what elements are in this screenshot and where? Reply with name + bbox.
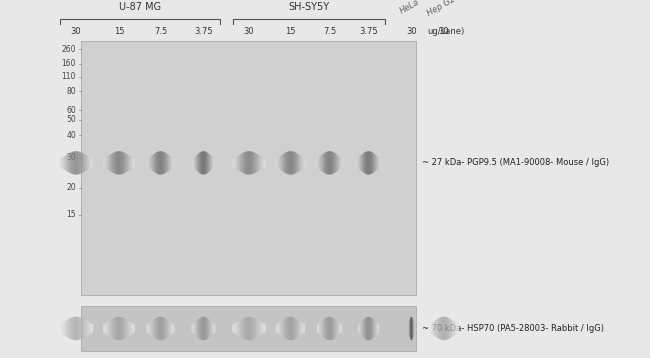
Text: 260: 260 <box>62 45 76 54</box>
Text: 15: 15 <box>114 27 124 36</box>
Text: 60: 60 <box>66 106 76 115</box>
Text: 80: 80 <box>66 87 76 96</box>
Text: 7.5: 7.5 <box>323 27 336 36</box>
Text: 40: 40 <box>66 131 76 140</box>
Text: ~ 27 kDa- PGP9.5 (MA1-90008- Mouse / IgG): ~ 27 kDa- PGP9.5 (MA1-90008- Mouse / IgG… <box>422 158 610 168</box>
Text: 3.75: 3.75 <box>359 27 378 36</box>
Text: 15: 15 <box>285 27 296 36</box>
Text: 30: 30 <box>71 27 81 36</box>
Text: 3.75: 3.75 <box>194 27 213 36</box>
Text: 30: 30 <box>439 27 449 36</box>
FancyBboxPatch shape <box>81 306 416 351</box>
Text: U-87 MG: U-87 MG <box>119 2 161 12</box>
Text: SH-SY5Y: SH-SY5Y <box>288 2 330 12</box>
Text: 30: 30 <box>244 27 254 36</box>
Text: 110: 110 <box>62 72 76 82</box>
Text: ug/Lane): ug/Lane) <box>428 27 465 36</box>
Text: 50: 50 <box>66 115 76 125</box>
Text: HeLa: HeLa <box>398 0 421 16</box>
Text: Hep G2: Hep G2 <box>426 0 458 18</box>
Text: 160: 160 <box>62 59 76 68</box>
Text: 7.5: 7.5 <box>154 27 167 36</box>
FancyBboxPatch shape <box>81 41 416 295</box>
Text: ~ 70 kDa- HSP70 (PA5-28003- Rabbit / IgG): ~ 70 kDa- HSP70 (PA5-28003- Rabbit / IgG… <box>422 324 604 333</box>
Text: 20: 20 <box>66 183 76 193</box>
Text: 15: 15 <box>66 210 76 219</box>
Text: 30: 30 <box>66 153 76 162</box>
Text: 30: 30 <box>406 27 417 36</box>
